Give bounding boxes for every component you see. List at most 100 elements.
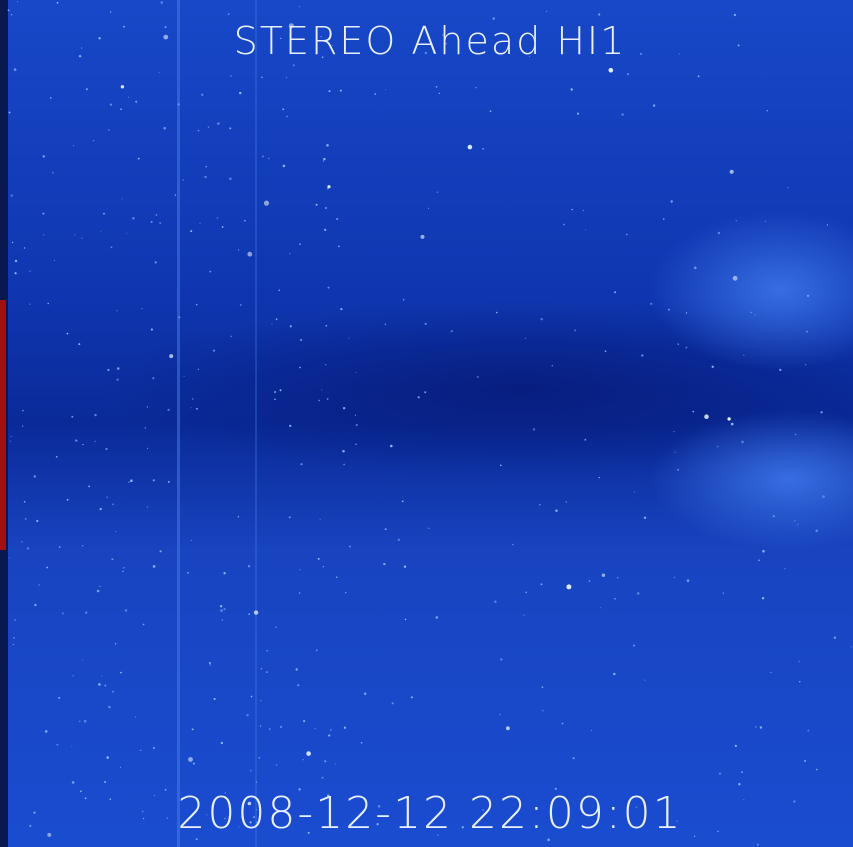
star <box>150 328 153 331</box>
star <box>717 830 719 833</box>
star <box>8 111 11 114</box>
star <box>613 672 616 676</box>
star <box>674 451 676 453</box>
star <box>275 318 278 321</box>
star <box>384 528 387 531</box>
star <box>219 605 223 608</box>
star <box>499 713 501 716</box>
star <box>52 171 54 174</box>
star <box>71 745 73 747</box>
star <box>730 422 734 426</box>
star <box>10 194 13 197</box>
star <box>806 330 808 333</box>
star <box>153 794 156 797</box>
star <box>36 519 39 523</box>
star <box>635 806 638 808</box>
star <box>278 289 281 292</box>
star <box>13 637 15 639</box>
star <box>750 311 752 314</box>
star <box>22 409 24 412</box>
star <box>482 809 484 811</box>
star <box>42 155 45 158</box>
star <box>438 92 441 95</box>
star <box>798 660 800 662</box>
star <box>588 580 591 582</box>
cme-glow-lower <box>650 410 853 550</box>
star <box>85 611 88 614</box>
star <box>109 103 112 106</box>
star <box>144 427 146 429</box>
star <box>201 93 204 97</box>
star <box>26 547 30 550</box>
star <box>114 643 117 645</box>
star <box>805 364 807 366</box>
star <box>110 11 112 13</box>
star <box>794 433 797 436</box>
star <box>475 86 477 89</box>
star <box>280 37 282 40</box>
star <box>120 85 125 89</box>
timestamp: 2008-12-12 22:09:01 <box>177 788 682 839</box>
star <box>787 187 789 189</box>
star <box>766 110 768 112</box>
star <box>540 318 543 321</box>
star <box>256 821 258 823</box>
star <box>108 129 110 131</box>
star <box>348 337 350 339</box>
star <box>195 838 198 841</box>
star <box>326 398 329 400</box>
star-field <box>7 1 852 846</box>
star <box>66 332 69 335</box>
star <box>614 597 616 600</box>
star <box>732 275 738 281</box>
star <box>299 569 301 571</box>
star <box>11 14 13 16</box>
star <box>142 623 145 626</box>
star <box>248 613 251 616</box>
star <box>282 164 286 168</box>
star <box>571 208 573 211</box>
star <box>461 826 464 829</box>
star <box>492 17 495 20</box>
star <box>761 597 765 600</box>
cme-glow-upper <box>650 210 853 370</box>
star <box>216 217 218 219</box>
star <box>302 759 304 761</box>
star <box>336 217 339 221</box>
star <box>325 324 328 327</box>
star <box>733 13 737 17</box>
star <box>288 23 294 29</box>
star <box>224 792 226 794</box>
star <box>324 228 327 231</box>
star <box>159 550 162 553</box>
star <box>540 583 543 586</box>
star <box>282 108 285 111</box>
star <box>717 231 721 235</box>
star <box>325 364 327 366</box>
star <box>244 219 246 222</box>
star <box>217 122 220 125</box>
star <box>99 585 101 588</box>
star <box>417 396 420 399</box>
star <box>166 817 169 819</box>
star <box>815 768 818 771</box>
star <box>106 496 108 499</box>
star <box>78 55 82 58</box>
star <box>130 479 133 483</box>
star <box>106 756 109 759</box>
star <box>29 824 32 828</box>
star <box>322 160 325 162</box>
star <box>298 788 301 791</box>
star <box>563 223 565 226</box>
star <box>342 449 345 453</box>
star <box>833 636 837 639</box>
star <box>539 503 541 506</box>
star <box>512 543 514 546</box>
star <box>177 103 180 106</box>
star <box>328 734 331 737</box>
star <box>754 314 756 316</box>
star <box>636 592 640 595</box>
star <box>38 584 40 586</box>
star <box>197 129 200 132</box>
star <box>758 559 760 562</box>
